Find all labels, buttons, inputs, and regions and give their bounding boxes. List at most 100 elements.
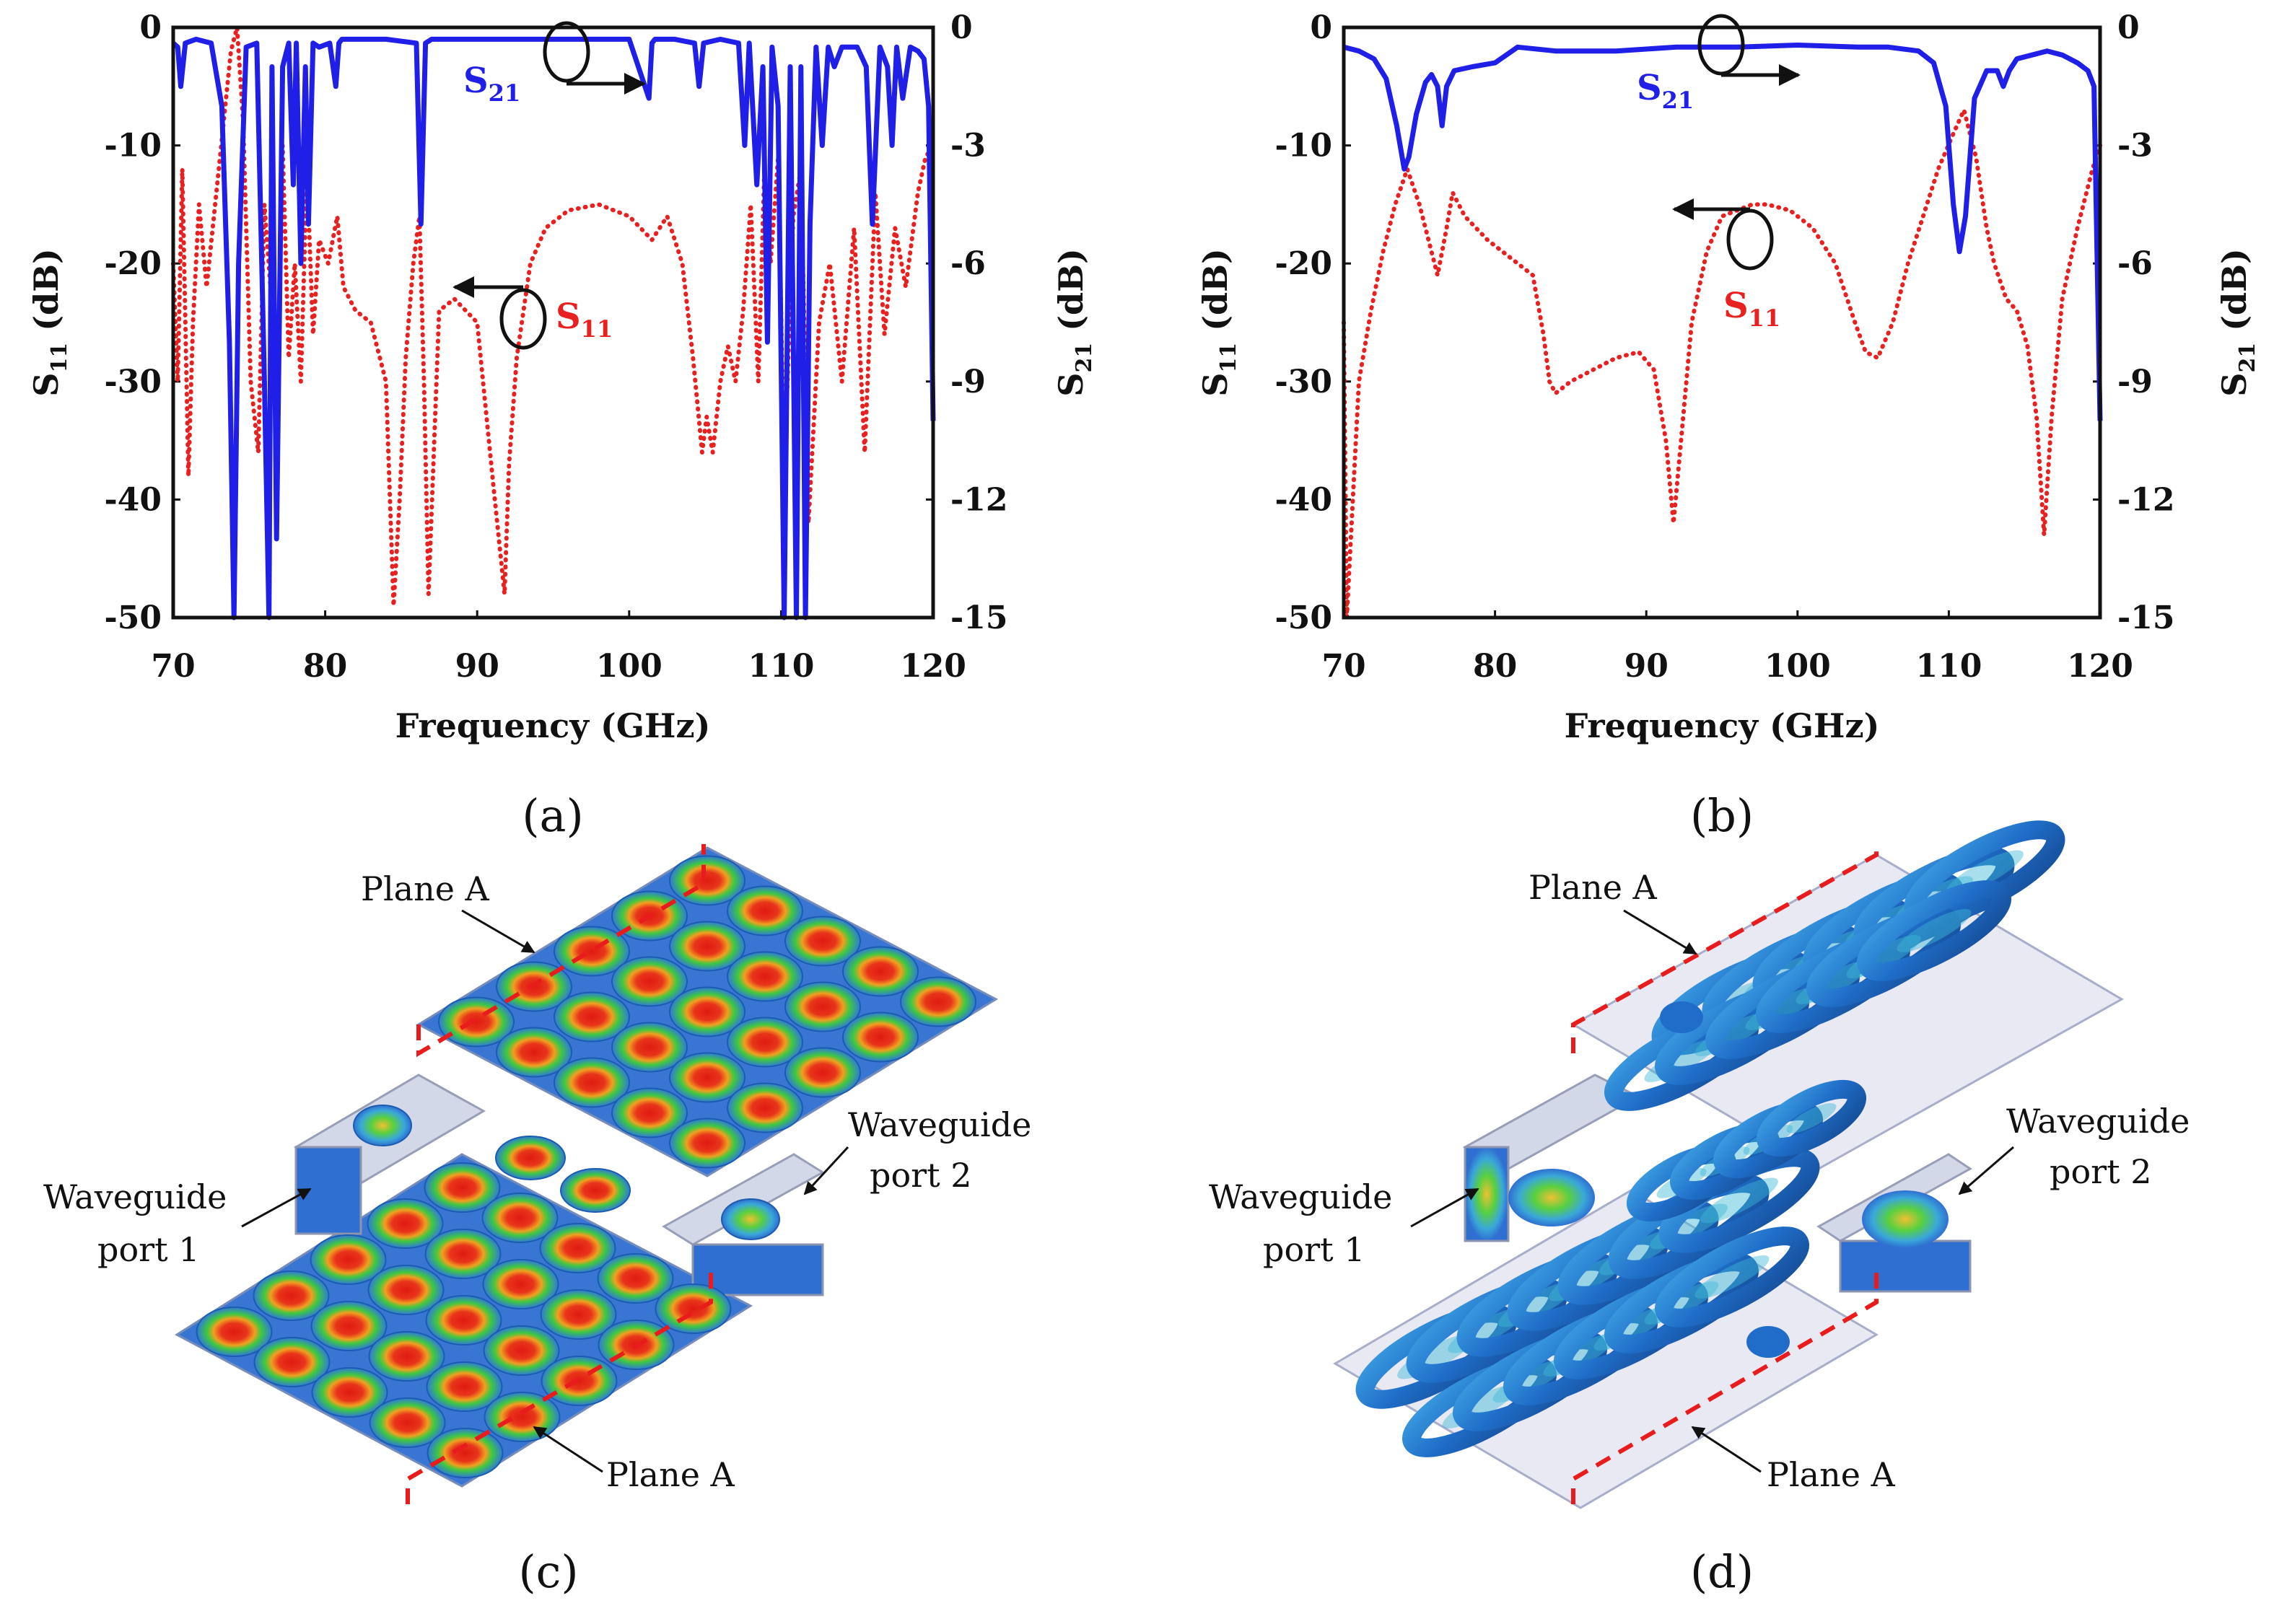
chart-b-ytick-right-label: -15 bbox=[2117, 600, 2175, 636]
chart-b-ytick-left-label: -20 bbox=[1275, 245, 1333, 282]
field-hotspot bbox=[560, 1168, 631, 1213]
plane-a-marker-d-top bbox=[1571, 844, 1879, 1053]
chart-b-ylabel-left: S11 (dB) bbox=[1196, 248, 1241, 397]
field-hotspot bbox=[597, 1253, 674, 1304]
plane-a-label-d-bottom: Plane A bbox=[1767, 1455, 1896, 1494]
chart-a-s11-circle bbox=[499, 288, 547, 350]
chart-a-ylabel-right: S21 (dB) bbox=[1051, 248, 1097, 397]
waveguide-port2-label-d: Waveguide bbox=[2006, 1102, 2190, 1141]
field-hotspot bbox=[669, 986, 745, 1037]
chart-b-series bbox=[1342, 43, 2103, 620]
plane-a-marker-d-bottom bbox=[1571, 1270, 1879, 1504]
field-contour bbox=[1746, 1326, 1790, 1358]
field-hotspot bbox=[540, 1289, 617, 1340]
chart-a-ytick-right-label: 0 bbox=[950, 9, 973, 46]
field-contour bbox=[1862, 1190, 1949, 1248]
waveguide-port1-label-c: Waveguide bbox=[43, 1177, 227, 1216]
waveguide-port2-leader-c bbox=[803, 1146, 849, 1195]
chart-a-s21-circle bbox=[543, 21, 590, 83]
panel-label-c: (c) bbox=[518, 1545, 578, 1598]
field-contour-core bbox=[1786, 1103, 1837, 1133]
chart-b-ytick-left-label: -10 bbox=[1275, 128, 1333, 164]
field-hotspot bbox=[611, 1022, 688, 1073]
field-contour bbox=[1660, 1001, 1703, 1033]
field-hotspot bbox=[253, 1270, 330, 1321]
field-hotspot bbox=[669, 1052, 745, 1103]
field-plot-c-left-port-face bbox=[294, 1146, 362, 1235]
field-hotspot bbox=[369, 1397, 446, 1448]
chart-a-series bbox=[171, 25, 936, 620]
chart-b-ytick-left-label: -50 bbox=[1275, 600, 1333, 636]
field-hotspot bbox=[554, 991, 630, 1043]
chart-b-xlabel: Frequency (GHz) bbox=[1565, 706, 1880, 745]
field-hotspot bbox=[367, 1265, 445, 1315]
chart-a-ytick-right-label: -6 bbox=[950, 245, 986, 282]
waveguide-port1-label-d-2: port 1 bbox=[1263, 1230, 1365, 1269]
field-plot-d-contours bbox=[1355, 820, 2065, 1457]
field-contour-core bbox=[1694, 1255, 1770, 1299]
chart-a-ytick-left-label: -50 bbox=[105, 600, 162, 636]
panel-label-d: (d) bbox=[1690, 1545, 1754, 1598]
chart-b-ytick-right-label: 0 bbox=[2117, 9, 2140, 46]
field-hotspot bbox=[425, 1295, 502, 1346]
field-hotspot bbox=[481, 1193, 559, 1243]
field-hotspot bbox=[727, 885, 803, 936]
field-plot-d-left-port-face bbox=[1464, 1146, 1510, 1242]
panel-label-b: (b) bbox=[1690, 789, 1754, 842]
chart-b-xtick-label: 70 bbox=[1321, 648, 1365, 685]
chart-a-xtick-label: 100 bbox=[596, 648, 662, 685]
field-hotspot bbox=[310, 1234, 387, 1285]
field-hotspot bbox=[554, 1057, 630, 1108]
field-hotspot bbox=[842, 946, 919, 997]
waveguide-port1-label-d: Waveguide bbox=[1209, 1177, 1392, 1216]
chart-a-xtick-label: 80 bbox=[303, 648, 347, 685]
chart-b-xtick-label: 80 bbox=[1473, 648, 1517, 685]
chart-a-ytick-right-label: -9 bbox=[950, 364, 986, 400]
field-hotspot bbox=[353, 1105, 412, 1146]
field-hotspot bbox=[727, 1017, 803, 1068]
field-hotspot bbox=[496, 1027, 572, 1078]
plane-a-leader-d-top bbox=[1623, 909, 1697, 955]
field-plot-c: Plane A Plane A Waveguide port 1 Wavegui… bbox=[43, 844, 1031, 1598]
field-hotspot bbox=[368, 1331, 445, 1382]
chart-a-series-s21 bbox=[171, 36, 936, 620]
field-hotspot bbox=[310, 1301, 388, 1351]
chart-a-ytick-right-label: -3 bbox=[950, 128, 986, 164]
chart-a-ytick-left-label: -40 bbox=[105, 481, 162, 518]
chart-b-s21-label: S21 bbox=[1637, 68, 1694, 114]
field-contour-core bbox=[1700, 1177, 1778, 1224]
chart-b-xtick-label: 110 bbox=[1915, 648, 1982, 685]
chart-b-ytick-left-label: -40 bbox=[1275, 481, 1333, 518]
field-hotspot bbox=[554, 926, 630, 977]
waveguide-port2-label-c: Waveguide bbox=[848, 1105, 1031, 1144]
field-hotspot bbox=[727, 951, 803, 1002]
chart-a-xtick-label: 120 bbox=[900, 648, 966, 685]
chart-a-xtick-label: 90 bbox=[455, 648, 499, 685]
field-plot-c-right-port-face bbox=[691, 1243, 824, 1296]
field-hotspot bbox=[669, 1118, 745, 1169]
field-contour bbox=[1756, 1079, 1867, 1157]
waveguide-port1-leader-d bbox=[1410, 1188, 1479, 1228]
chart-a-xtick-label: 70 bbox=[151, 648, 195, 685]
waveguide-port1-leader-c bbox=[241, 1188, 312, 1228]
chart-a-ytick-left-label: 0 bbox=[139, 9, 162, 46]
field-hotspot bbox=[482, 1259, 559, 1309]
chart-b-series-s21 bbox=[1343, 43, 2103, 421]
field-hotspot bbox=[424, 1229, 502, 1279]
plane-a-label-c-top: Plane A bbox=[361, 869, 490, 908]
chart-b-series-s11 bbox=[1342, 107, 2102, 620]
field-hotspot bbox=[196, 1307, 273, 1357]
chart-a-ytick-left-label: -10 bbox=[105, 128, 162, 164]
chart-b-ytick-right-label: -3 bbox=[2117, 128, 2153, 164]
field-hotspot bbox=[611, 1087, 688, 1138]
plane-a-leader-d-bottom bbox=[1691, 1426, 1762, 1473]
field-hotspot bbox=[784, 1047, 861, 1098]
chart-a-s11-label: S11 bbox=[556, 297, 613, 343]
waveguide-port1-label-c-2: port 1 bbox=[97, 1230, 200, 1269]
waveguide-port2-label-c-2: port 2 bbox=[870, 1156, 972, 1195]
chart-a-ticks: 70 80 90 100 110 120 0 -10 -20 -30 -40 -50 0 -3 -6 -9 -1… bbox=[105, 9, 1008, 685]
plane-a-marker-c-bottom bbox=[406, 1270, 713, 1504]
plane-a-label-d-top: Plane A bbox=[1529, 868, 1658, 907]
chart-b-ytick-left-label: 0 bbox=[1310, 9, 1332, 46]
